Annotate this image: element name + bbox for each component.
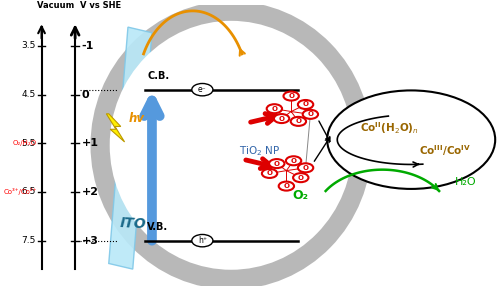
- Polygon shape: [106, 114, 124, 142]
- Text: C.B.: C.B.: [147, 71, 170, 81]
- Text: O: O: [284, 183, 290, 189]
- Circle shape: [286, 156, 302, 165]
- Text: Co³⁺/Co²⁺: Co³⁺/Co²⁺: [3, 188, 36, 195]
- Text: 6.5: 6.5: [22, 187, 36, 196]
- Text: O₂/H₂O: O₂/H₂O: [12, 140, 36, 146]
- Text: +3: +3: [82, 236, 98, 246]
- Text: O: O: [266, 170, 272, 176]
- Text: 7.5: 7.5: [22, 236, 36, 245]
- Circle shape: [192, 235, 213, 247]
- Circle shape: [290, 117, 306, 126]
- Circle shape: [266, 104, 282, 113]
- Text: ITO: ITO: [119, 217, 146, 232]
- Text: +2: +2: [82, 187, 98, 197]
- Text: +1: +1: [82, 138, 98, 148]
- Text: O: O: [288, 93, 294, 99]
- Text: H₂O: H₂O: [454, 177, 476, 187]
- Circle shape: [262, 169, 278, 178]
- Text: hv: hv: [128, 112, 144, 124]
- Circle shape: [327, 90, 495, 189]
- Text: O: O: [302, 165, 308, 171]
- Text: TiO$_2$ NP: TiO$_2$ NP: [240, 144, 281, 158]
- Circle shape: [278, 182, 294, 190]
- Text: h⁺: h⁺: [198, 236, 207, 245]
- Circle shape: [274, 114, 289, 123]
- Text: O: O: [302, 102, 308, 108]
- Text: e⁻: e⁻: [198, 85, 206, 94]
- Text: 4.5: 4.5: [22, 90, 36, 99]
- Polygon shape: [108, 27, 152, 269]
- Text: 3.5: 3.5: [22, 41, 36, 50]
- Circle shape: [298, 100, 314, 109]
- Circle shape: [302, 110, 318, 119]
- Text: Vacuum  V vs SHE: Vacuum V vs SHE: [36, 1, 121, 10]
- Text: Co$^{\mathbf{III}}$/Co$^{\mathbf{IV}}$: Co$^{\mathbf{III}}$/Co$^{\mathbf{IV}}$: [418, 144, 471, 158]
- Text: Co$^{\mathbf{II}}$(H$_2$O)$_n$: Co$^{\mathbf{II}}$(H$_2$O)$_n$: [360, 120, 419, 136]
- Text: O₂: O₂: [292, 189, 308, 202]
- Circle shape: [269, 159, 284, 168]
- Text: 5.5: 5.5: [22, 139, 36, 148]
- Text: -1: -1: [82, 41, 94, 51]
- Text: O: O: [274, 161, 280, 166]
- Text: O: O: [308, 111, 314, 117]
- Ellipse shape: [90, 1, 372, 286]
- Text: O: O: [290, 158, 296, 164]
- Text: 0: 0: [82, 90, 89, 100]
- Circle shape: [192, 84, 213, 96]
- Circle shape: [293, 173, 308, 182]
- Text: O: O: [296, 118, 302, 124]
- Text: O: O: [272, 106, 278, 112]
- Ellipse shape: [110, 21, 352, 270]
- Text: O: O: [278, 116, 284, 122]
- Text: V.B.: V.B.: [147, 222, 169, 232]
- Circle shape: [298, 163, 314, 172]
- Text: O: O: [298, 175, 304, 181]
- Circle shape: [284, 92, 299, 101]
